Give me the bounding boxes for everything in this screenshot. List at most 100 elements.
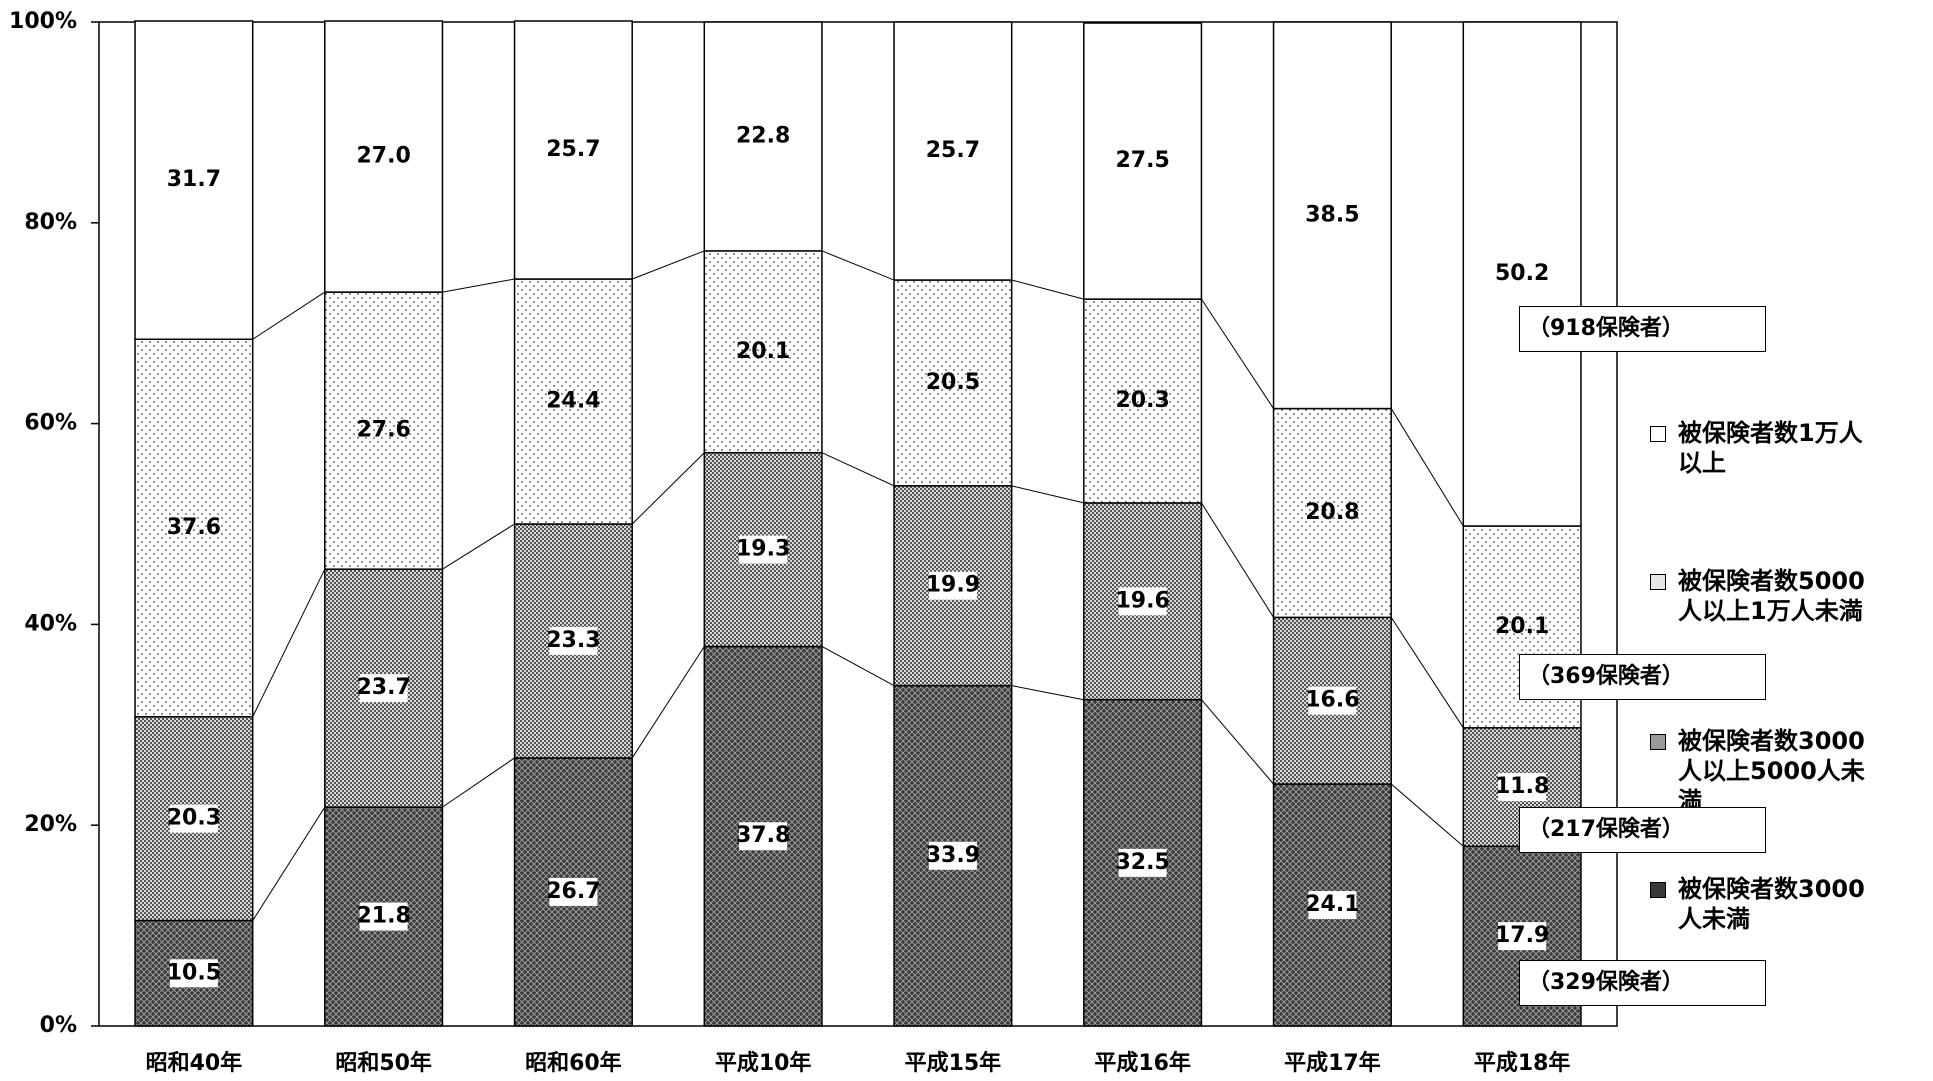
- label-bg: [1308, 686, 1357, 715]
- connector-line: [1011, 279, 1084, 300]
- data-label: 19.6: [1115, 588, 1169, 613]
- data-label: 25.7: [546, 137, 600, 162]
- data-label: 38.5: [1305, 202, 1359, 227]
- label-bg: [1118, 587, 1167, 616]
- x-tick-label: 平成17年: [1284, 1050, 1381, 1076]
- data-label: 20.3: [1115, 388, 1169, 413]
- y-tick-label: 0%: [40, 1013, 77, 1038]
- data-label: 20.1: [1495, 614, 1549, 639]
- connector-line: [631, 452, 705, 525]
- connector-line: [821, 452, 895, 487]
- data-label: 27.6: [356, 418, 410, 443]
- data-label: 21.8: [356, 904, 410, 929]
- data-label: 19.9: [926, 573, 980, 598]
- y-tick-label: 60%: [24, 411, 77, 436]
- bar-segment: [1083, 298, 1203, 504]
- data-label: 17.9: [1495, 923, 1549, 948]
- x-tick-label: 平成15年: [905, 1050, 1002, 1076]
- data-label: 32.5: [1115, 850, 1169, 875]
- label-bg: [1118, 848, 1167, 877]
- data-label: 27.0: [356, 144, 410, 169]
- data-label: 20.5: [926, 370, 980, 395]
- legend-swatch: [1650, 426, 1666, 442]
- connector-line: [1390, 408, 1464, 527]
- bar-segment: [513, 278, 633, 525]
- annotation: （369保険者）: [1519, 654, 1766, 700]
- connector-line: [1390, 617, 1464, 729]
- data-label: 10.5: [167, 960, 221, 985]
- y-tick-label: 80%: [24, 210, 77, 235]
- data-label: 16.6: [1305, 688, 1359, 713]
- y-tick-label: 40%: [24, 611, 77, 636]
- annotation: （217保険者）: [1519, 807, 1766, 853]
- bar-segment: [1272, 407, 1392, 619]
- connector-line: [1011, 685, 1084, 701]
- bar-segment: [324, 20, 444, 293]
- connector-line: [632, 250, 705, 280]
- connector-line: [821, 646, 895, 687]
- bar-segment: [1272, 21, 1392, 410]
- bar-segment: [1462, 21, 1582, 527]
- legend-label: 被保険者数3000人未満: [1678, 875, 1865, 933]
- bar-segment: [893, 21, 1013, 281]
- legend-swatch: [1650, 574, 1666, 590]
- label-bg: [928, 841, 977, 870]
- x-tick-label: 平成18年: [1474, 1050, 1571, 1076]
- plot-frame: [98, 21, 1618, 1027]
- data-label: 24.1: [1305, 892, 1359, 917]
- data-label: 37.8: [736, 823, 790, 848]
- x-tick-label: 昭和40年: [146, 1050, 243, 1076]
- data-label: 27.5: [1115, 148, 1169, 173]
- legend-item: 被保険者数1万人以上: [1650, 418, 1883, 478]
- connector-line: [631, 646, 705, 759]
- legend-label: 被保険者数3000人以上5000人未満: [1678, 727, 1865, 815]
- y-tick-label: 20%: [24, 812, 77, 837]
- connector-line: [1390, 783, 1464, 847]
- label-bg: [1308, 891, 1357, 920]
- legend-label: 被保険者数5000人以上1万人未満: [1678, 567, 1865, 625]
- annotation: （329保険者）: [1519, 960, 1766, 1006]
- bar-segment: [703, 250, 823, 454]
- data-label: 50.2: [1495, 261, 1549, 286]
- legend-item: 被保険者数5000人以上1万人未満: [1650, 566, 1883, 626]
- data-label: 20.1: [736, 339, 790, 364]
- label-bg: [1498, 922, 1547, 951]
- data-label: 20.8: [1305, 500, 1359, 525]
- connector-line: [821, 250, 895, 281]
- y-tick-label: 100%: [9, 9, 77, 34]
- data-label: 23.7: [356, 675, 410, 700]
- data-label: 37.6: [167, 515, 221, 540]
- connector-line: [252, 806, 326, 921]
- legend-swatch: [1650, 734, 1666, 750]
- data-label: 26.7: [546, 879, 600, 904]
- connector-line: [1201, 699, 1274, 785]
- data-label: 24.4: [546, 389, 600, 414]
- bar-segment: [134, 338, 254, 718]
- label-bg: [169, 959, 218, 988]
- legend-item: 被保険者数3000人未満: [1650, 874, 1883, 934]
- connector-line: [1201, 502, 1274, 618]
- data-label: 22.8: [736, 123, 790, 148]
- connector-line: [442, 278, 515, 293]
- legend-item: 被保険者数3000人以上5000人未満: [1650, 726, 1883, 816]
- connector-line: [442, 757, 515, 808]
- connector-line: [1201, 298, 1274, 409]
- label-bg: [739, 822, 788, 851]
- data-label: 20.3: [167, 806, 221, 831]
- bar-segment: [703, 21, 823, 252]
- x-tick-label: 昭和50年: [335, 1050, 432, 1076]
- data-label: 31.7: [167, 167, 221, 192]
- label-bg: [1498, 773, 1547, 802]
- label-bg: [359, 674, 408, 703]
- legend-swatch: [1650, 882, 1666, 898]
- bar-segment: [134, 20, 254, 341]
- data-label: 33.9: [926, 843, 980, 868]
- bar-segment: [1083, 22, 1203, 300]
- bar-segment: [513, 20, 633, 280]
- label-bg: [169, 804, 218, 833]
- connector-line: [252, 568, 326, 717]
- data-label: 25.7: [926, 138, 980, 163]
- x-tick-label: 平成16年: [1094, 1050, 1191, 1076]
- label-bg: [739, 535, 788, 564]
